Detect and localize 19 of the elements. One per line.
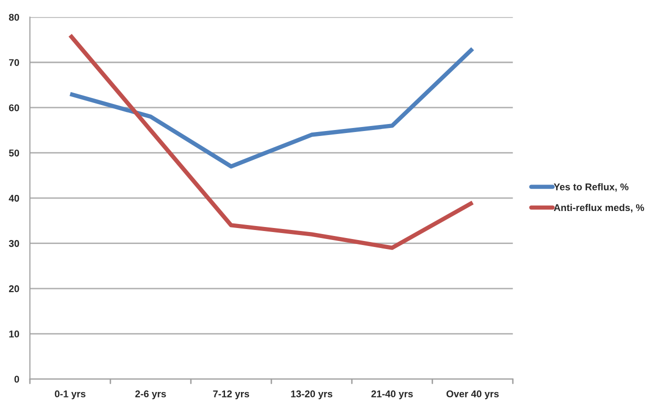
y-tick-label: 40 [8, 194, 20, 202]
x-tick-label: 21-40 yrs [371, 390, 413, 400]
y-tick-label: 50 [8, 150, 20, 156]
x-tick-label: 0-1 yrs [54, 390, 86, 400]
x-tick-label: 2-6 yrs [135, 390, 166, 400]
y-tick-label: 80 [8, 14, 20, 21]
y-tick-label: 10 [9, 330, 20, 338]
y-tick-label: 0 [14, 376, 20, 383]
y-tick-label: 30 [8, 240, 20, 247]
line-series [68, 46, 475, 169]
y-tick-label: 20 [9, 285, 20, 292]
legend-label: Yes to Reflux, % [554, 183, 628, 192]
x-tick-label: 7-12 yrs [213, 390, 250, 400]
x-tick-label: Over 40 yrs [446, 390, 499, 400]
y-tick-label: 60 [9, 104, 20, 112]
line-series [68, 33, 475, 250]
legend-label: Anti-reflux meds, % [554, 204, 644, 212]
y-tick-label: 70 [9, 59, 20, 66]
x-tick-label: 13-20 yrs [291, 390, 332, 400]
